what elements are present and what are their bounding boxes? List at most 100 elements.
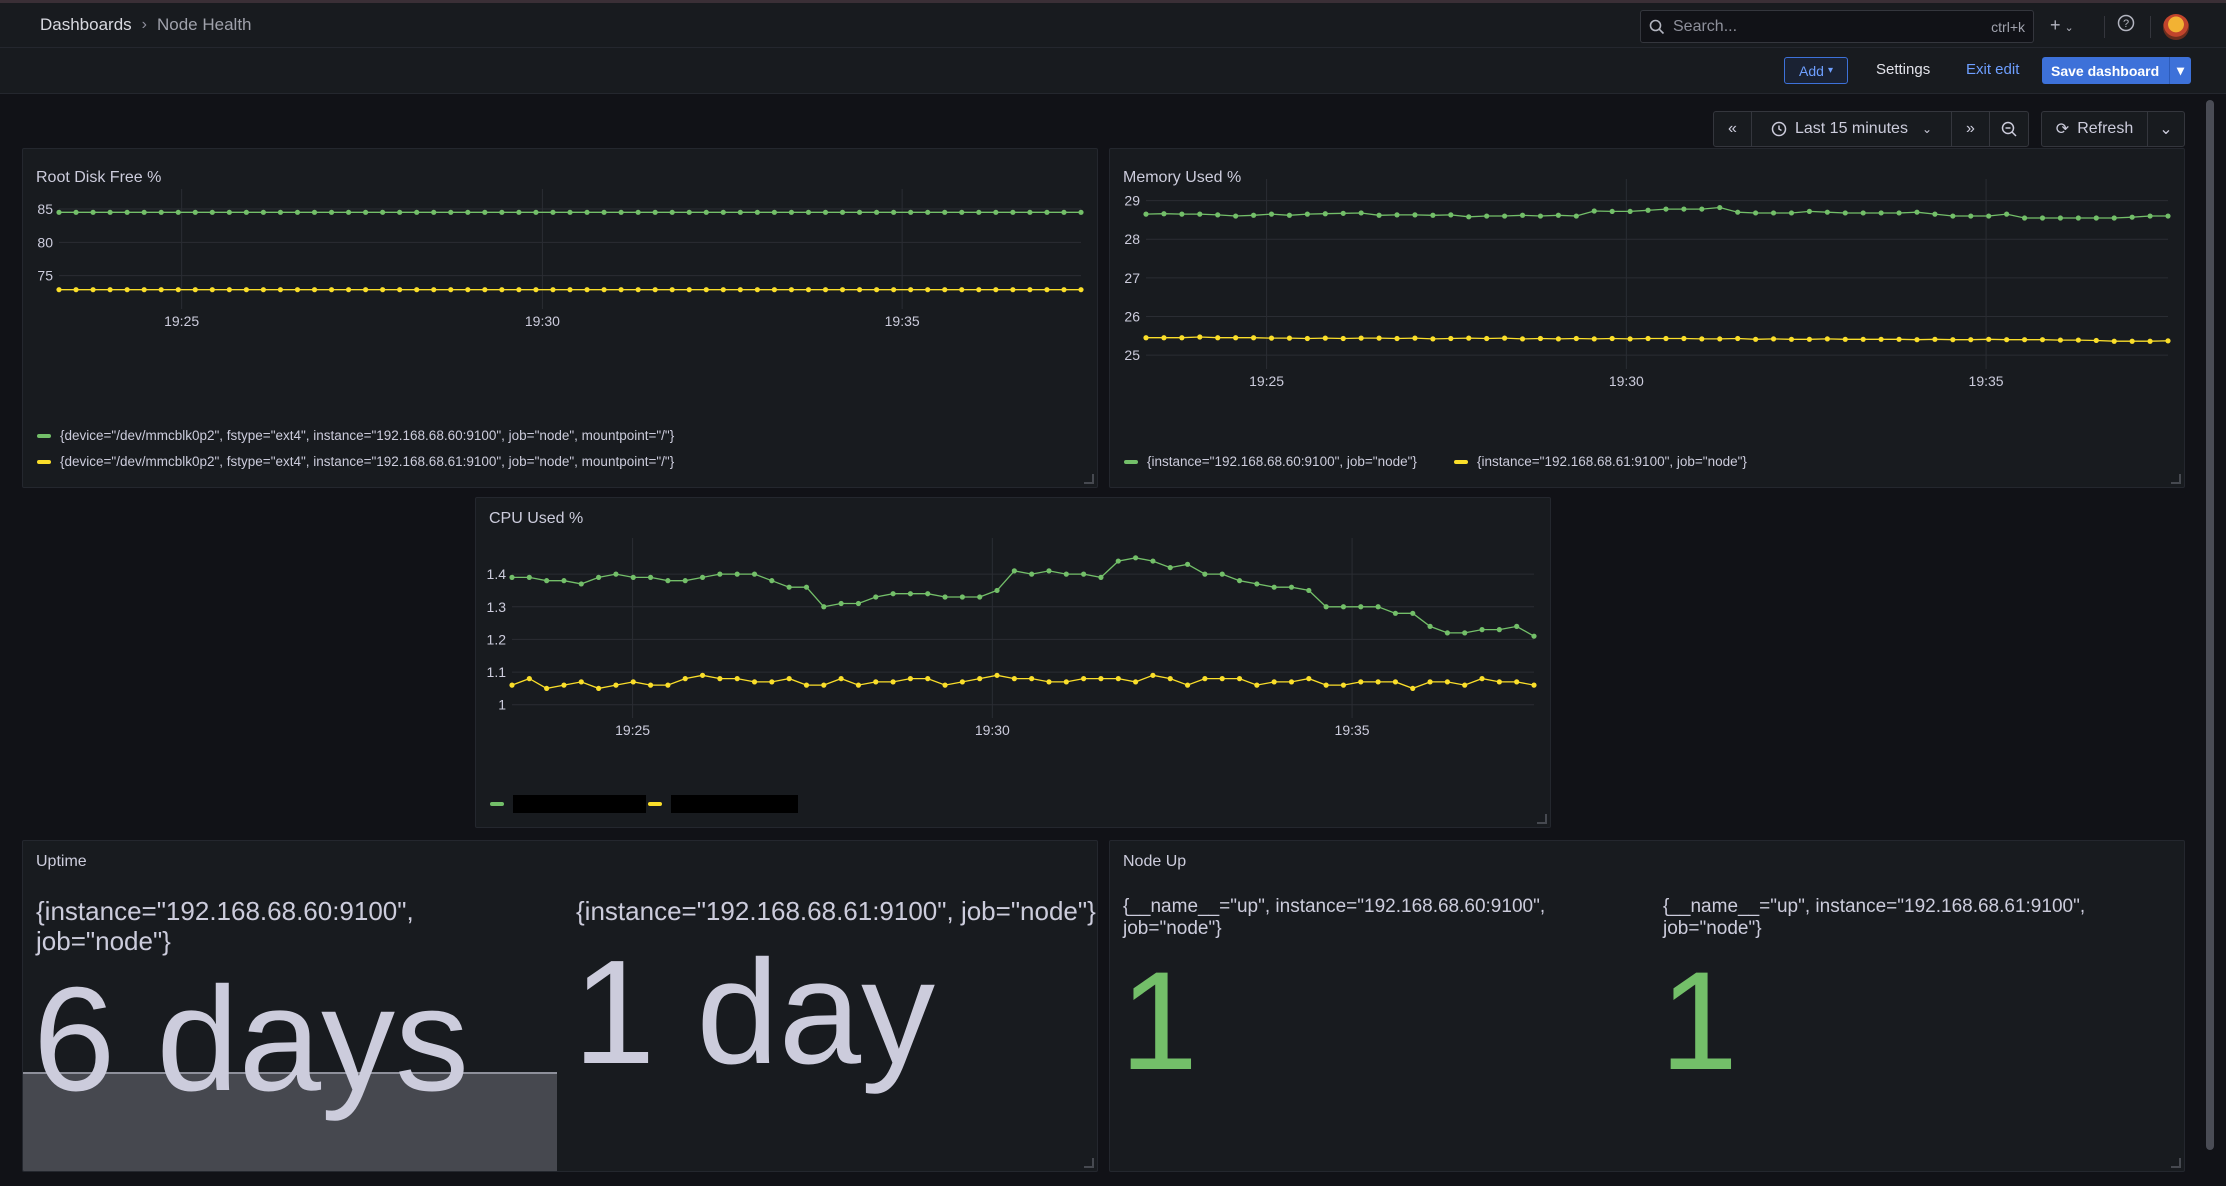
resize-handle[interactable] bbox=[1537, 814, 1547, 824]
data-point bbox=[682, 676, 688, 682]
data-point bbox=[175, 287, 181, 293]
shift-back-icon[interactable]: « bbox=[1714, 112, 1752, 146]
plus-icon[interactable]: + ⌄ bbox=[2050, 15, 2074, 35]
settings-button[interactable]: Settings bbox=[1876, 61, 1931, 78]
panel-node-up[interactable]: Node Up {__name__="up", instance="192.16… bbox=[1109, 840, 2185, 1172]
refresh-interval-chevron-icon[interactable]: ⌄ bbox=[2159, 121, 2173, 138]
y-tick-label: 1.4 bbox=[487, 566, 507, 582]
panel-root-disk[interactable]: Root Disk Free % 75 80 85 19:25 19:30 19:35 {… bbox=[22, 148, 1098, 488]
panel-title: Uptime bbox=[36, 853, 87, 870]
resize-handle[interactable] bbox=[1084, 1158, 1094, 1168]
legend-item[interactable] bbox=[490, 795, 646, 813]
data-point bbox=[630, 574, 636, 580]
data-point bbox=[703, 287, 709, 293]
divider bbox=[2150, 16, 2151, 38]
data-point bbox=[1046, 679, 1052, 685]
legend-item[interactable]: {instance="192.168.68.61:9100", job="nod… bbox=[1454, 454, 1747, 469]
data-point bbox=[1770, 210, 1777, 216]
data-point bbox=[1268, 335, 1275, 341]
y-tick-label: 80 bbox=[37, 234, 53, 250]
legend-item[interactable]: {device="/dev/mmcblk0p2", fstype="ext4",… bbox=[37, 454, 674, 469]
data-point bbox=[1063, 571, 1069, 577]
panel-cpu[interactable]: CPU Used % 1 1.1 1.2 1.3 1.4 19:25 19:30 19:35 bbox=[475, 497, 1551, 828]
data-point bbox=[1236, 578, 1243, 584]
data-point bbox=[2093, 337, 2099, 344]
zoom-out-icon[interactable] bbox=[1990, 112, 2028, 146]
data-point bbox=[1375, 679, 1381, 685]
data-point bbox=[567, 287, 573, 293]
data-point bbox=[1167, 676, 1173, 682]
data-point bbox=[414, 209, 420, 215]
data-point bbox=[1645, 335, 1651, 342]
data-point bbox=[1788, 210, 1795, 216]
exit-edit-button[interactable]: Exit edit bbox=[1966, 61, 2020, 78]
data-point bbox=[734, 676, 740, 682]
chevron-down-icon[interactable]: ▾ bbox=[2169, 57, 2191, 84]
x-tick-label: 19:30 bbox=[1609, 373, 1644, 389]
breadcrumb-dashboards[interactable]: Dashboards bbox=[40, 15, 132, 34]
data-point bbox=[1271, 679, 1277, 685]
y-tick-label: 28 bbox=[1124, 231, 1140, 247]
data-point bbox=[890, 591, 896, 597]
data-point bbox=[1914, 209, 1920, 215]
data-point bbox=[994, 672, 1000, 678]
data-point bbox=[769, 679, 775, 685]
data-point bbox=[1717, 336, 1723, 342]
panel-memory[interactable]: Memory Used % 25 26 27 28 29 19:25 19:30 19:35 … bbox=[1109, 148, 2185, 488]
data-point bbox=[873, 679, 879, 685]
data-point bbox=[209, 287, 215, 293]
refresh-button[interactable]: ⟳ Refresh bbox=[2042, 112, 2148, 146]
redacted-label bbox=[513, 795, 646, 813]
data-point bbox=[1392, 610, 1399, 616]
data-point bbox=[465, 287, 471, 293]
data-point bbox=[596, 685, 602, 692]
legend-item[interactable] bbox=[648, 795, 798, 813]
data-point bbox=[2075, 337, 2081, 343]
time-range-button[interactable]: Last 15 minutes ⌄ bbox=[1752, 112, 1952, 146]
data-point bbox=[925, 209, 931, 215]
legend-item[interactable]: {device="/dev/mmcblk0p2", fstype="ext4",… bbox=[37, 428, 674, 443]
data-point bbox=[107, 287, 113, 293]
add-button[interactable]: Add ▾ bbox=[1784, 57, 1848, 84]
data-point bbox=[1519, 212, 1526, 218]
x-tick-label: 19:25 bbox=[164, 313, 199, 329]
data-point bbox=[1323, 682, 1329, 688]
data-point bbox=[1061, 209, 1067, 215]
resize-handle[interactable] bbox=[2171, 474, 2181, 484]
avatar[interactable] bbox=[2163, 14, 2189, 40]
panel-uptime[interactable]: Uptime {instance="192.168.68.60:9100", j… bbox=[22, 840, 1098, 1172]
data-point bbox=[805, 287, 812, 293]
data-point bbox=[1537, 213, 1544, 219]
data-point bbox=[1340, 682, 1347, 688]
data-point bbox=[73, 287, 79, 293]
data-point bbox=[1081, 676, 1087, 682]
uptime-sparkline-line bbox=[563, 1171, 1098, 1172]
data-point bbox=[717, 571, 723, 577]
data-point bbox=[959, 594, 965, 600]
legend-swatch bbox=[1124, 459, 1138, 464]
scrollbar[interactable] bbox=[2204, 100, 2216, 1180]
resize-handle[interactable] bbox=[2171, 1158, 2181, 1168]
data-point bbox=[1219, 571, 1225, 577]
help-icon[interactable]: ? bbox=[2117, 14, 2135, 37]
data-point bbox=[482, 287, 488, 293]
data-point bbox=[345, 287, 352, 293]
data-point bbox=[959, 287, 965, 293]
data-point bbox=[1306, 676, 1312, 682]
data-point bbox=[942, 209, 948, 215]
search-input[interactable]: Search... ctrl+k bbox=[1640, 10, 2034, 43]
data-point bbox=[682, 578, 688, 584]
shift-forward-icon[interactable]: » bbox=[1952, 112, 1990, 146]
breadcrumb-node-health: Node Health bbox=[157, 15, 252, 34]
data-point bbox=[1555, 212, 1561, 218]
data-point bbox=[1392, 679, 1399, 685]
data-point bbox=[788, 209, 795, 215]
data-point bbox=[1078, 209, 1084, 215]
save-dashboard-button[interactable]: Save dashboard ▾ bbox=[2042, 57, 2191, 84]
resize-handle[interactable] bbox=[1084, 474, 1094, 484]
scrollbar-thumb[interactable] bbox=[2206, 100, 2214, 1150]
data-point bbox=[751, 679, 758, 685]
legend-item[interactable]: {instance="192.168.68.60:9100", job="nod… bbox=[1124, 454, 1417, 469]
data-point bbox=[890, 679, 896, 685]
y-tick-label: 29 bbox=[1124, 193, 1140, 209]
